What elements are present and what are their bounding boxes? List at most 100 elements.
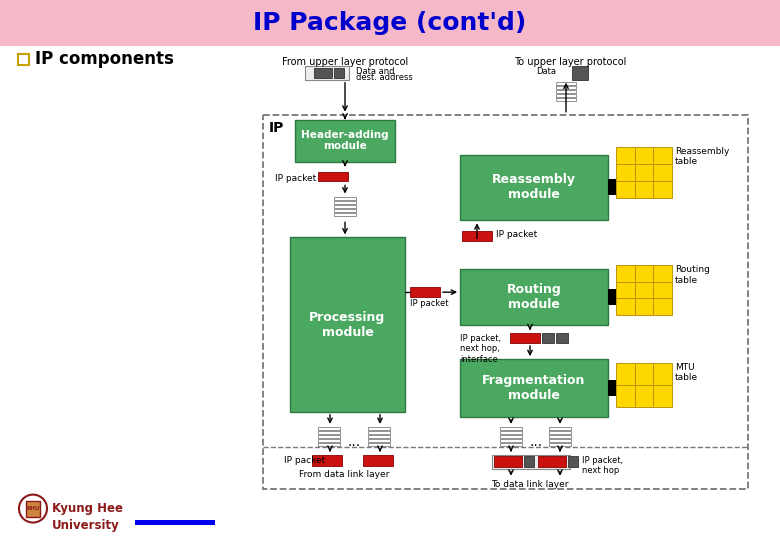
Bar <box>318 443 340 445</box>
Bar <box>318 439 340 442</box>
Bar <box>0 0 780 46</box>
Bar <box>635 164 654 181</box>
Bar <box>314 68 332 78</box>
Bar <box>368 439 390 442</box>
Bar <box>368 435 390 438</box>
Text: Fragmentation
module: Fragmentation module <box>482 374 586 402</box>
Text: From upper layer protocol: From upper layer protocol <box>282 57 408 67</box>
Bar <box>290 238 405 412</box>
Bar <box>334 213 356 217</box>
Text: IP packet: IP packet <box>275 173 316 183</box>
Text: IP packet,
next hop,
interface: IP packet, next hop, interface <box>460 334 501 364</box>
Bar <box>263 114 748 489</box>
Bar <box>635 299 654 315</box>
Bar <box>556 82 576 85</box>
Text: ...: ... <box>347 435 360 449</box>
Bar <box>510 333 540 343</box>
Bar <box>608 380 616 396</box>
Bar <box>654 299 672 315</box>
Text: Kyung Hee
University: Kyung Hee University <box>52 502 123 531</box>
Text: IP packet: IP packet <box>410 299 448 308</box>
Bar <box>492 455 570 469</box>
Bar <box>616 181 635 198</box>
Text: Data: Data <box>536 67 556 76</box>
Bar <box>334 210 356 212</box>
Bar <box>616 363 635 385</box>
Bar <box>542 333 554 343</box>
Bar <box>549 443 571 445</box>
Bar <box>635 181 654 198</box>
Bar <box>654 385 672 407</box>
Bar <box>500 439 522 442</box>
Bar <box>318 172 348 181</box>
Text: IP: IP <box>269 120 285 134</box>
Bar <box>616 299 635 315</box>
Bar <box>616 385 635 407</box>
Bar <box>572 66 588 80</box>
Bar <box>410 287 440 297</box>
Bar <box>18 54 29 65</box>
Bar <box>500 431 522 434</box>
Bar <box>556 98 576 101</box>
Bar <box>549 439 571 442</box>
Bar <box>654 282 672 299</box>
Bar <box>654 164 672 181</box>
Text: Reassembly
module: Reassembly module <box>492 173 576 201</box>
Bar <box>363 455 393 465</box>
Bar <box>312 455 342 465</box>
Bar <box>318 431 340 434</box>
Text: Routing
table: Routing table <box>675 265 710 285</box>
Bar <box>334 205 356 208</box>
Bar <box>334 198 356 200</box>
Bar <box>556 90 576 93</box>
Bar <box>654 265 672 282</box>
Bar <box>616 282 635 299</box>
Bar <box>500 435 522 438</box>
Bar <box>654 146 672 164</box>
Text: KHU: KHU <box>27 506 40 511</box>
Bar <box>616 164 635 181</box>
Bar <box>368 431 390 434</box>
Text: Reassembly
table: Reassembly table <box>675 146 729 166</box>
Bar <box>538 456 566 467</box>
Bar <box>556 333 568 343</box>
Text: IP components: IP components <box>35 50 174 69</box>
Bar <box>524 456 534 467</box>
Text: To upper layer protocol: To upper layer protocol <box>514 57 626 67</box>
Text: Routing
module: Routing module <box>507 283 562 311</box>
Bar <box>608 289 616 305</box>
Bar <box>500 443 522 445</box>
Text: To data link layer: To data link layer <box>491 480 569 489</box>
Bar <box>494 456 522 467</box>
Text: dest. address: dest. address <box>356 73 413 82</box>
Bar <box>460 359 608 417</box>
Bar <box>556 86 576 89</box>
Text: ...: ... <box>530 435 543 449</box>
Bar <box>135 519 215 524</box>
Bar <box>549 431 571 434</box>
Bar <box>635 146 654 164</box>
Bar <box>462 231 492 241</box>
Bar <box>460 269 608 325</box>
Text: IP Package (cont'd): IP Package (cont'd) <box>254 11 526 35</box>
Bar <box>616 146 635 164</box>
Text: Processing
module: Processing module <box>310 310 385 339</box>
Bar <box>26 501 40 517</box>
Bar <box>334 68 344 78</box>
Bar <box>368 427 390 430</box>
Bar <box>635 363 654 385</box>
Bar <box>334 201 356 205</box>
Bar <box>654 363 672 385</box>
Text: From data link layer: From data link layer <box>299 470 389 478</box>
Text: Data and: Data and <box>356 67 395 76</box>
Bar <box>500 427 522 430</box>
Bar <box>635 265 654 282</box>
Text: IP packet: IP packet <box>284 456 325 465</box>
Bar <box>608 179 616 195</box>
Bar <box>635 385 654 407</box>
Text: IP packet: IP packet <box>496 231 537 239</box>
Text: IP packet,
next hop: IP packet, next hop <box>582 456 623 475</box>
Bar <box>305 66 349 80</box>
Bar <box>368 443 390 445</box>
Bar <box>318 427 340 430</box>
